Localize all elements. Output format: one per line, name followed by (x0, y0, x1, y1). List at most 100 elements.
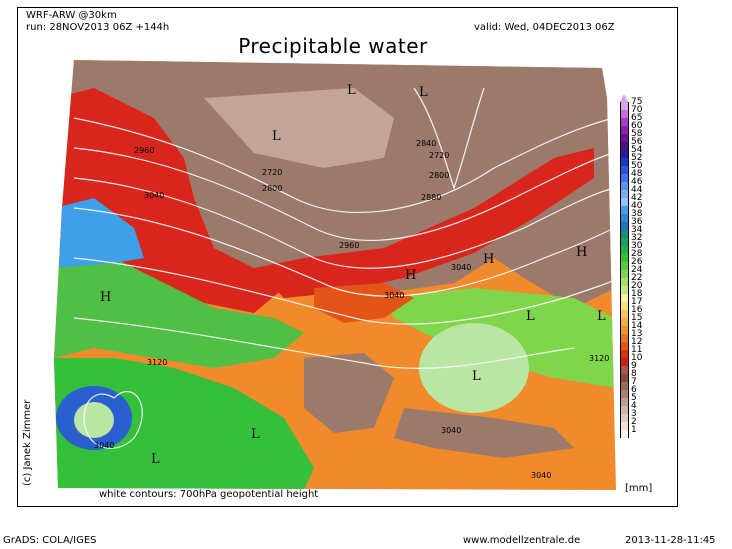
blue-patch-west (54, 198, 144, 268)
colorbar-level-label: 75 (631, 97, 643, 107)
colorbar-level-label: 56 (631, 137, 643, 147)
run-label: run: 28NOV2013 06Z +144h (26, 22, 170, 33)
contour-label: 3120 (589, 354, 609, 363)
colorbar-segment (620, 246, 629, 254)
colorbar-segment (620, 326, 629, 334)
weather-map: 2960 3040 2720 2800 2840 2720 2800 2880 … (54, 60, 616, 490)
contour-label: 2720 (429, 151, 449, 160)
colorbar-segment (620, 350, 629, 358)
colorbar-level-label: 30 (631, 241, 643, 251)
contour-label: 2960 (339, 241, 359, 250)
colorbar-level-label: 17 (631, 297, 643, 307)
colorbar-segment (620, 102, 629, 110)
colorbar-segment (620, 214, 629, 222)
map-title: Precipitable water (238, 34, 428, 58)
light-green-italy (419, 323, 529, 413)
colorbar-level-label: 20 (631, 281, 643, 291)
website-link[interactable]: www.modellzentrale.de (463, 535, 581, 546)
colorbar-level-label: 4 (631, 401, 637, 411)
colorbar-level-label: 6 (631, 385, 637, 395)
contour-label: 2800 (262, 184, 282, 193)
low-center-light (74, 402, 114, 438)
colorbar-level-label: 48 (631, 169, 643, 179)
colorbar-segment (620, 430, 629, 438)
colorbar-level-label: 32 (631, 233, 643, 243)
colorbar-segment (620, 174, 629, 182)
pressure-center: L (151, 452, 160, 467)
pressure-center: H (576, 245, 587, 260)
colorbar-segment (620, 206, 629, 214)
pressure-center: H (483, 252, 494, 267)
colorbar-level-label: 16 (631, 305, 643, 315)
pressure-center: L (347, 83, 356, 98)
colorbar-segment (620, 222, 629, 230)
colorbar-level-label: 46 (631, 177, 643, 187)
dry-air-greenland (204, 88, 394, 168)
grads-credit: GrADS: COLA/IGES (3, 535, 97, 546)
colorbar-segment (620, 366, 629, 374)
pressure-center: L (526, 309, 535, 324)
colorbar-level-label: 24 (631, 265, 643, 275)
pressure-center-group: L L L H H H H L L L L L (100, 83, 606, 467)
colorbar-level-label: 65 (631, 113, 643, 123)
colorbar-segment (620, 150, 629, 158)
colorbar-segment (620, 334, 629, 342)
colorbar-segment (620, 310, 629, 318)
pressure-center: L (419, 85, 428, 100)
colorbar-level-label: 52 (631, 153, 643, 163)
pressure-center: L (272, 129, 281, 144)
colorbar-level-label: 58 (631, 129, 643, 139)
contour-label: 3120 (147, 358, 167, 367)
colorbar-segment (620, 198, 629, 206)
contour-label: 3040 (531, 471, 551, 480)
colorbar-level-label: 28 (631, 249, 643, 259)
contour-label: 2720 (262, 168, 282, 177)
contours-note: white contours: 700hPa geopotential heig… (99, 489, 319, 500)
colorbar-level-label: 42 (631, 193, 643, 203)
pressure-center: L (472, 369, 481, 384)
colorbar-segment (620, 230, 629, 238)
colorbar-level-label: 2 (631, 417, 637, 427)
contour-label: 2800 (429, 171, 449, 180)
colorbar-level-label: 70 (631, 105, 643, 115)
colorbar-level-label: 1 (631, 425, 637, 435)
colorbar-level-label: 22 (631, 273, 643, 283)
colorbar-segment (620, 318, 629, 326)
colorbar-segment (620, 398, 629, 406)
contour-label: 3040 (94, 441, 114, 450)
colorbar-segment (620, 238, 629, 246)
colorbar-segment (620, 422, 629, 430)
colorbar-level-label: 26 (631, 257, 643, 267)
timestamp: 2013-11-28-11:45 (625, 535, 716, 546)
colorbar-segment (620, 254, 629, 262)
colorbar-level-label: 11 (631, 345, 643, 355)
colorbar-segment (620, 294, 629, 302)
colorbar-level-label: 18 (631, 289, 643, 299)
colorbar-level-label: 3 (631, 409, 637, 419)
colorbar-level-label: 44 (631, 185, 643, 195)
colorbar-segment (620, 134, 629, 142)
pressure-center: L (597, 309, 606, 324)
dry-iberia (304, 353, 394, 433)
colorbar-segment (620, 342, 629, 350)
colorbar-level-label: 5 (631, 393, 637, 403)
pressure-center: H (405, 268, 416, 283)
contour-label: 2960 (134, 146, 154, 155)
colorbar-segment (620, 118, 629, 126)
colorbar-segment (620, 110, 629, 118)
colorbar-segment (620, 270, 629, 278)
colorbar-level-label: 54 (631, 145, 643, 155)
colorbar-segment (620, 278, 629, 286)
contour-label: 3040 (384, 291, 404, 300)
colorbar-segment (620, 406, 629, 414)
colorbar-level-label: 36 (631, 217, 643, 227)
orange-central-europe (314, 283, 414, 323)
colorbar-segment (620, 414, 629, 422)
colorbar-segment (620, 126, 629, 134)
valid-label: valid: Wed, 04DEC2013 06Z (474, 22, 615, 33)
colorbar-level-label: 13 (631, 329, 643, 339)
colorbar-segment (620, 142, 629, 150)
model-label: WRF-ARW @30km (26, 10, 117, 21)
colorbar-level-label: 8 (631, 369, 637, 379)
colorbar-level-label: 9 (631, 361, 637, 371)
